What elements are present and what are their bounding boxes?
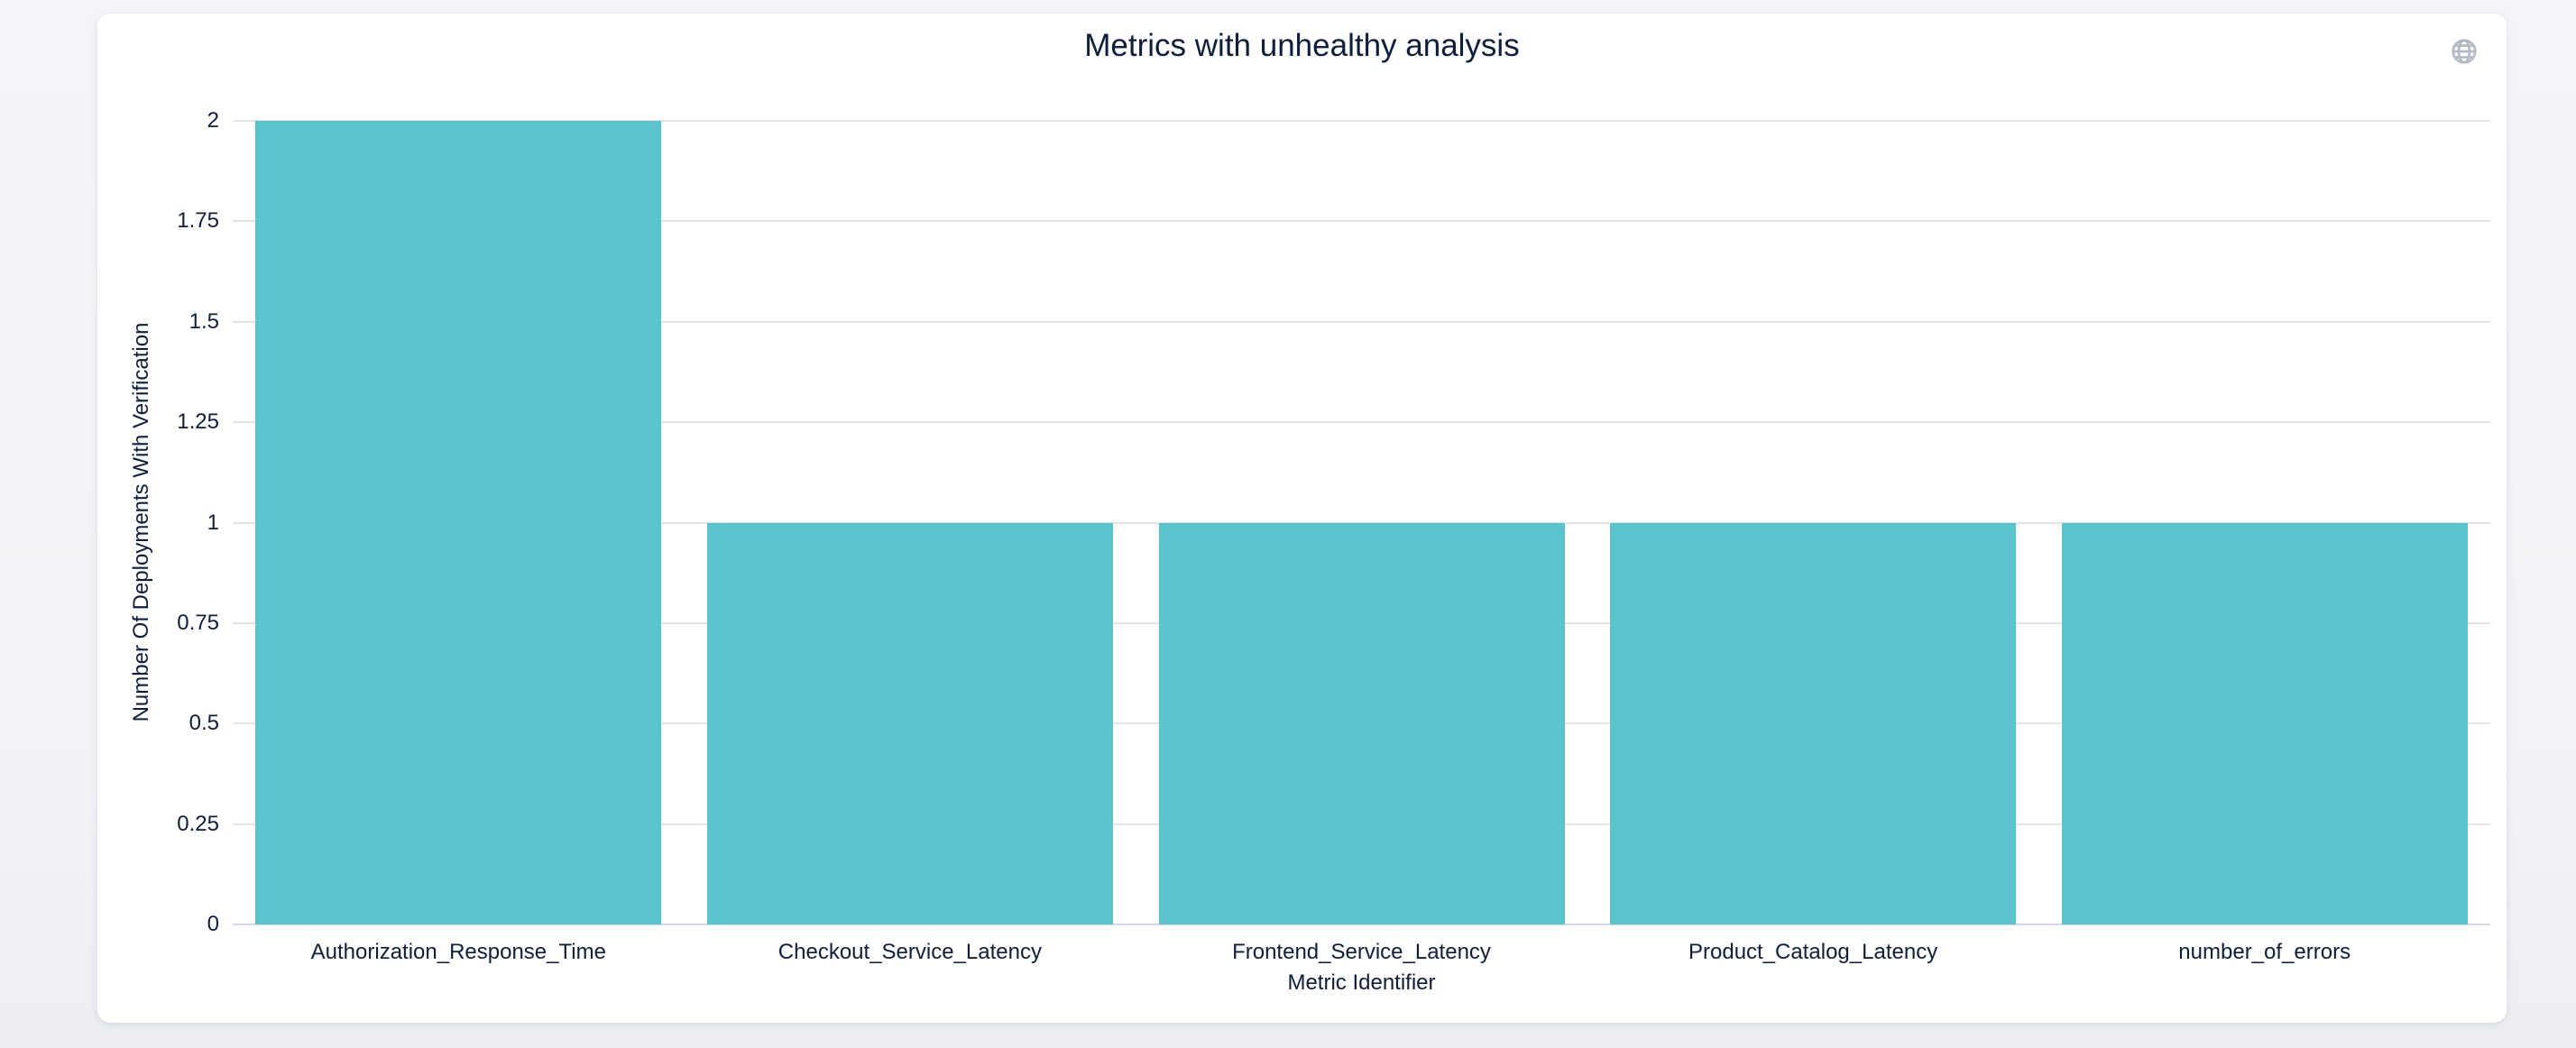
globe-icon[interactable] [2450,37,2479,66]
y-tick-label: 0.5 [189,711,219,736]
y-tick-label: 1.5 [189,308,219,334]
y-axis-title: Number Of Deployments With Verification [129,322,153,722]
gridline [233,120,2490,122]
y-tick-label: 1 [207,510,219,535]
chart-card: Metrics with unhealthy analysis Number O… [97,14,2507,1023]
plot-area: Metric Identifier 0 0.25 0.5 0.75 1 1.25 1.5 1.… [177,108,2490,995]
bar-frontend_service_latency[interactable] [1158,522,1565,924]
x-tick-label: Product_Catalog_Latency [1688,940,1938,964]
y-tick-label: 1.75 [177,208,219,234]
x-tick-label: Authorization_Response_Time [310,940,606,964]
chart-title: Metrics with unhealthy analysis [1084,28,1520,63]
y-tick-label: 1.25 [177,409,219,435]
gridline [233,421,2490,424]
bar-authorization_response_time[interactable] [255,121,662,924]
bar-product_catalog_latency[interactable] [1610,522,2017,924]
y-tick-label: 0.75 [177,610,219,635]
x-axis-line [233,924,2490,925]
gridline [233,320,2490,323]
y-tick-label: 0.25 [177,811,219,836]
x-tick-label: number_of_errors [2178,940,2351,964]
bar-checkout_service_latency[interactable] [706,522,1113,924]
gridline [233,220,2490,223]
y-tick-label: 0 [207,912,219,936]
x-tick-label: Checkout_Service_Latency [777,940,1042,964]
x-tick-label: Frontend_Service_Latency [1232,940,1491,964]
y-tick-label: 2 [207,108,219,133]
bar-number_of_errors[interactable] [2061,522,2468,924]
x-axis-title: Metric Identifier [1287,970,1436,995]
